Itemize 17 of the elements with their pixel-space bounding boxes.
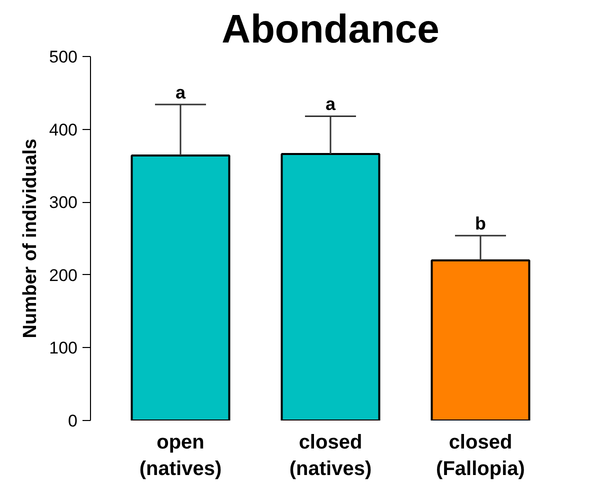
annotation: a <box>325 94 336 114</box>
bar <box>430 259 530 420</box>
x-tick-label: closed (Fallopia) <box>436 432 525 480</box>
bar <box>280 153 380 420</box>
bar <box>130 154 230 420</box>
chart-title: Abondance <box>222 8 440 52</box>
y-tick-label: 100 <box>49 338 78 358</box>
y-tick-label: 0 <box>68 412 78 430</box>
annotation: a <box>175 82 186 103</box>
y-tick-label: 400 <box>49 120 78 140</box>
x-tick-label: closed (natives) <box>289 432 372 480</box>
y-tick-label: 500 <box>49 48 78 66</box>
annotation: b <box>475 214 486 234</box>
y-tick-label: 200 <box>49 266 78 285</box>
y-tick-label: 300 <box>49 193 78 212</box>
y-axis-title: Number of individuals <box>20 138 42 338</box>
x-tick-label: open (natives) <box>139 432 222 480</box>
